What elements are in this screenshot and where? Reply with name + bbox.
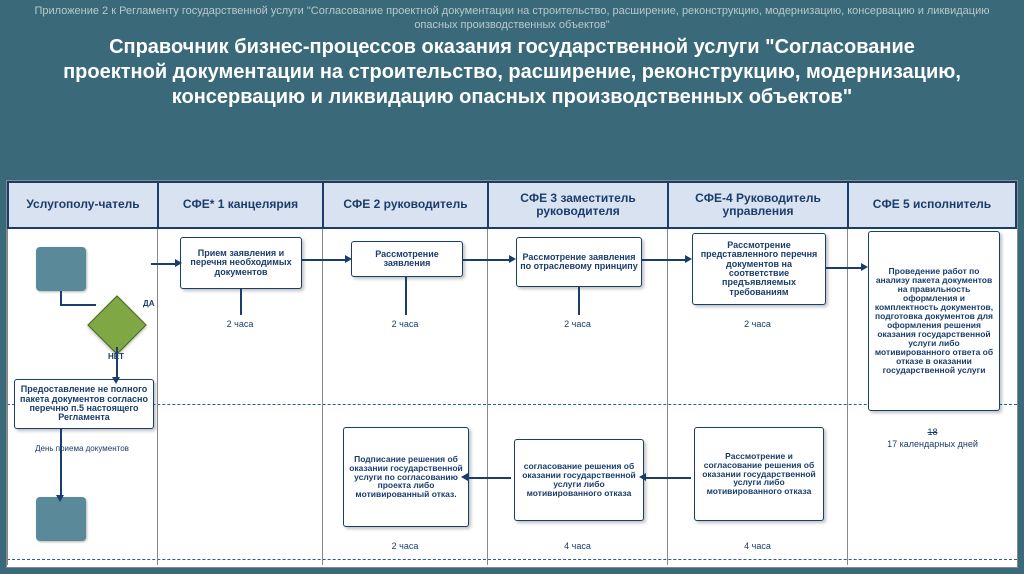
- lane-body: ДА НЕТ Предоставление не полного пакета …: [7, 229, 1017, 565]
- box-sfe4-agree: Рассмотрение и согласование решения об о…: [694, 427, 824, 521]
- lane-header-sfe1: СФЕ* 1 канцелярия: [157, 181, 322, 227]
- time-sfe5-strike: 18: [848, 427, 1017, 437]
- lane-sfe1: Прием заявления и перечня необходимых до…: [157, 229, 322, 565]
- arrow-v3: [60, 429, 62, 497]
- box-sfe2: Рассмотрение заявления: [351, 241, 463, 277]
- arrowhead-d1: [112, 377, 120, 384]
- time-sfe2b: 2 часа: [323, 541, 487, 551]
- end-node: [36, 497, 86, 541]
- swimlane-diagram: Услугополу-чатель СФЕ* 1 канцелярия СФЕ …: [6, 180, 1018, 568]
- box-sfe2-sign: Подписание решения об оказании государст…: [343, 427, 469, 527]
- lane-header-sfe3: СФЕ 3 заместитель руководителя: [487, 181, 667, 227]
- arrow-v1: [60, 291, 62, 304]
- start-node: [36, 247, 86, 291]
- time-sfe1: 2 часа: [158, 319, 322, 329]
- lane-recipient: ДА НЕТ Предоставление не полного пакета …: [7, 229, 157, 565]
- box-incomplete: Предоставление не полного пакета докумен…: [14, 379, 154, 429]
- lane-header-sfe4: СФЕ-4 Руководитель управления: [667, 181, 847, 227]
- arrow-sfe3-v: [578, 287, 580, 315]
- ah-0-1: [175, 259, 182, 267]
- arrow-sfe2-v: [405, 277, 407, 315]
- time-sfe2: 2 часа: [323, 319, 487, 329]
- box-sfe3: Рассмотрение заявления по отраслевому пр…: [516, 237, 642, 287]
- arrow-v2: [116, 347, 118, 379]
- header-title: Справочник бизнес-процессов оказания гос…: [0, 33, 1024, 116]
- arrow-3-4: [641, 259, 689, 261]
- arrowhead-d2: [56, 495, 64, 502]
- time-sfe4b: 4 часа: [668, 541, 847, 551]
- header-appendix: Приложение 2 к Регламенту государственно…: [0, 0, 1024, 33]
- arrow-4-5: [825, 267, 865, 269]
- ah-b4-3: [639, 473, 646, 481]
- lane-header-sfe5: СФЕ 5 исполнитель: [847, 181, 1017, 227]
- time-recv: День приема документов: [22, 444, 142, 453]
- time-sfe3b: 4 часа: [488, 541, 667, 551]
- decision-diamond: [87, 295, 146, 354]
- arrow-2-3: [463, 259, 513, 261]
- arrow-h1: [60, 304, 96, 306]
- lane-sfe5: Проведение работ по анализу пакета докум…: [847, 229, 1017, 565]
- lane-header-row: Услугополу-чатель СФЕ* 1 канцелярия СФЕ …: [7, 181, 1017, 229]
- box-sfe5: Проведение работ по анализу пакета докум…: [868, 231, 1000, 411]
- box-sfe1: Прием заявления и перечня необходимых до…: [180, 237, 302, 289]
- lane-sfe4: Рассмотрение представленного перечня док…: [667, 229, 847, 565]
- time-sfe5: 17 календарных дней: [848, 439, 1017, 449]
- ah-3-4: [685, 255, 692, 263]
- time-sfe4: 2 часа: [668, 319, 847, 329]
- lane-header-recipient: Услугополу-чатель: [7, 181, 157, 227]
- ah-4-5: [861, 263, 868, 271]
- arrow-b3-2: [465, 477, 511, 479]
- ah-2-3: [509, 255, 516, 263]
- lane-sfe3: Рассмотрение заявления по отраслевому пр…: [487, 229, 667, 565]
- ah-b3-2: [461, 473, 468, 481]
- arrow-sfe1-v: [240, 289, 242, 315]
- time-sfe3: 2 часа: [488, 319, 667, 329]
- ah-1-2: [345, 255, 352, 263]
- label-yes: ДА: [143, 299, 154, 308]
- arrow-1-2: [301, 259, 349, 261]
- box-sfe4: Рассмотрение представленного перечня док…: [692, 233, 826, 305]
- box-sfe3-agree: согласование решения об оказании государ…: [514, 439, 644, 521]
- lane-sfe2: Рассмотрение заявления 2 часа Подписание…: [322, 229, 487, 565]
- arrow-b4-3: [643, 477, 691, 479]
- lane-header-sfe2: СФЕ 2 руководитель: [322, 181, 487, 227]
